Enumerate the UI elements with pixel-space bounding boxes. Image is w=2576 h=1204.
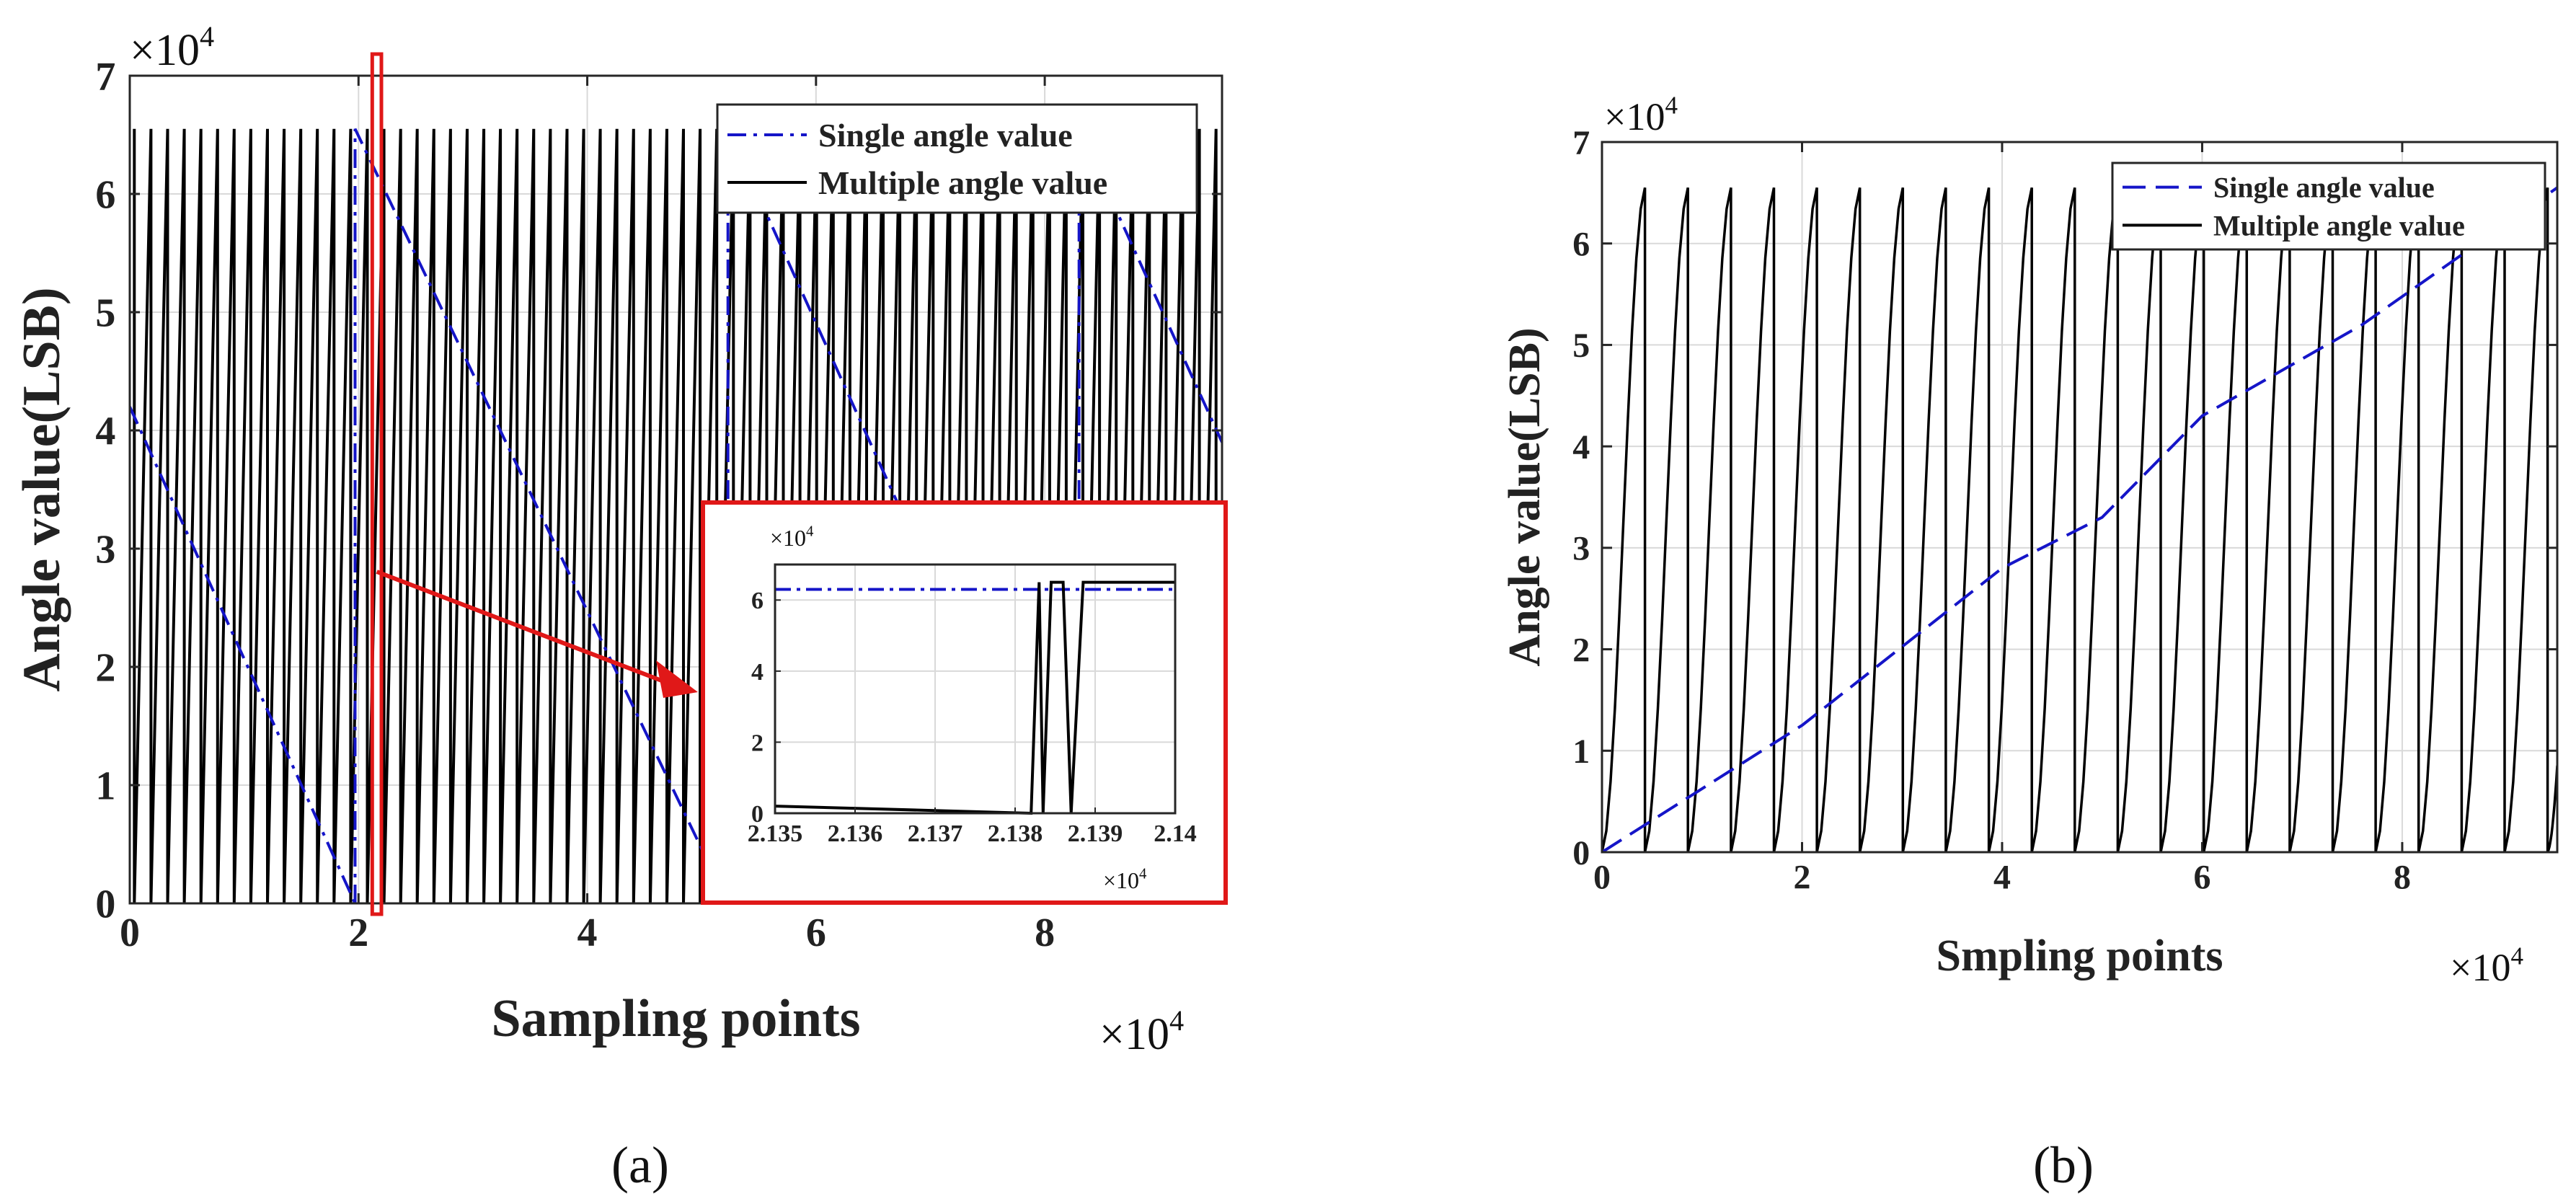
x-tick-label: 8: [2394, 858, 2411, 896]
zoom-arrow-head: [656, 660, 698, 698]
chart-panel-a: 0 2 4 6 8 0 1 2 3 4 5 6 7 Single angle value Multiple …: [12, 20, 1228, 1194]
x-tick-label: 2: [1793, 858, 1810, 896]
y-tick-label: 3: [1572, 530, 1590, 568]
x-tick-label: 8: [1035, 911, 1055, 955]
x-axis-label: Sampling points: [491, 989, 860, 1048]
chart-panel-b: 0 2 4 6 8 0 1 2 3 4 5 6 7 Single angle value Multiple …: [1500, 91, 2559, 1194]
inset-x-tick-label: 2.135: [748, 820, 803, 847]
y-multiplier: ×104: [1604, 91, 1678, 138]
y-axis-label: Angle value(LSB): [12, 287, 71, 691]
series-single-angle-line: [1602, 186, 2557, 852]
inset-y-tick-label: 0: [751, 801, 763, 828]
legend-box: [2111, 161, 2546, 251]
inset-y-tick-label: 4: [751, 659, 763, 686]
y-tick-label: 3: [95, 528, 115, 572]
y-multiplier: ×104: [130, 20, 214, 75]
y-tick-label: 6: [1572, 226, 1590, 264]
legend-label-single: Single angle value: [818, 117, 1073, 154]
inset-x-tick-label: 2.138: [988, 820, 1043, 847]
legend-label-multiple: Multiple angle value: [2213, 209, 2465, 242]
y-tick-label: 7: [1572, 124, 1590, 162]
y-axis-label: Angle value(LSB): [1500, 327, 1549, 666]
panel-caption: (a): [611, 1136, 669, 1194]
inset-x-tick-label: 2.14: [1154, 820, 1197, 847]
y-tick-label: 5: [95, 291, 115, 336]
y-tick-label: 5: [1572, 327, 1590, 365]
inset-y-tick-label: 6: [751, 588, 763, 614]
inset-x-multiplier: ×104: [1103, 866, 1147, 893]
x-tick-label: 4: [1993, 858, 2011, 896]
inset-x-tick-label: 2.136: [828, 820, 883, 847]
x-axis-label: Smpling points: [1936, 931, 2223, 981]
axes-frame: [128, 74, 1223, 905]
inset-axes-frame: [774, 563, 1177, 815]
legend-label-multiple: Multiple angle value: [818, 164, 1107, 201]
x-tick-label: 6: [2193, 858, 2210, 896]
legend-box: [716, 103, 1198, 214]
inset-frame: [701, 500, 1228, 905]
inset-y-multiplier: ×104: [770, 523, 814, 551]
inset-chart: 2.135 2.136 2.137 2.138 2.139 2.14 0 2 4 6 ×104 ×10…: [748, 523, 1197, 893]
y-tick-label: 4: [95, 410, 115, 454]
y-tick-label: 0: [95, 882, 115, 927]
y-tick-label: 2: [95, 646, 115, 691]
inset-x-tick-label: 2.137: [908, 820, 963, 847]
series-single-angle-line: [353, 128, 730, 903]
zoom-arrow: [376, 570, 670, 686]
x-multiplier: ×104: [1099, 1004, 1184, 1059]
y-tick-label: 1: [95, 764, 115, 809]
y-tick-label: 7: [95, 55, 115, 99]
y-tick-label: 4: [1572, 428, 1590, 466]
y-tick-label: 6: [95, 173, 115, 218]
x-tick-label: 0: [120, 911, 140, 955]
y-tick-label: 0: [1572, 834, 1590, 872]
x-tick-label: 2: [348, 911, 368, 955]
series-single-angle-line: [130, 406, 357, 903]
x-multiplier: ×104: [2450, 942, 2523, 989]
zoom-highlight-box: [370, 52, 384, 916]
inset-y-tick-label: 2: [751, 730, 763, 756]
inset-x-tick-label: 2.139: [1068, 820, 1123, 847]
legend-label-single: Single angle value: [2213, 172, 2435, 204]
axes-frame: [1601, 141, 2559, 854]
x-tick-label: 6: [806, 911, 826, 955]
panel-caption: (b): [2033, 1136, 2094, 1194]
x-tick-label: 4: [577, 911, 598, 955]
y-tick-label: 2: [1572, 631, 1590, 669]
y-tick-label: 1: [1572, 732, 1590, 771]
x-tick-label: 0: [1593, 858, 1611, 896]
inset-multiple-angle-line: [774, 580, 1175, 815]
